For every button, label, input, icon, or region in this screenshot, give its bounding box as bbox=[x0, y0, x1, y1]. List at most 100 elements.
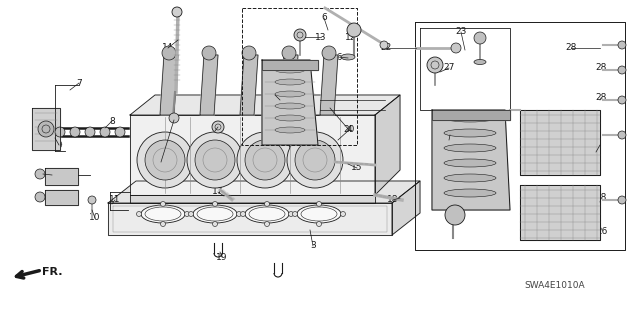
Circle shape bbox=[451, 43, 461, 53]
Circle shape bbox=[145, 140, 185, 180]
Text: 5: 5 bbox=[272, 91, 278, 100]
Polygon shape bbox=[160, 55, 178, 115]
Polygon shape bbox=[130, 95, 400, 115]
Text: 17: 17 bbox=[212, 188, 224, 197]
Circle shape bbox=[264, 221, 269, 226]
Ellipse shape bbox=[275, 79, 305, 85]
Circle shape bbox=[618, 66, 626, 74]
Polygon shape bbox=[375, 95, 400, 195]
Circle shape bbox=[242, 46, 256, 60]
Polygon shape bbox=[240, 55, 258, 115]
Circle shape bbox=[292, 211, 298, 217]
Ellipse shape bbox=[275, 91, 305, 97]
Circle shape bbox=[317, 221, 321, 226]
Polygon shape bbox=[130, 115, 375, 195]
Text: 24: 24 bbox=[444, 136, 454, 145]
Polygon shape bbox=[520, 185, 600, 240]
Text: 9: 9 bbox=[56, 140, 62, 150]
Text: 7: 7 bbox=[76, 78, 82, 87]
Ellipse shape bbox=[275, 127, 305, 133]
Circle shape bbox=[212, 121, 224, 133]
Ellipse shape bbox=[275, 67, 305, 73]
Text: 4: 4 bbox=[346, 125, 352, 135]
Circle shape bbox=[295, 140, 335, 180]
Circle shape bbox=[195, 140, 235, 180]
Text: 23: 23 bbox=[455, 27, 467, 36]
Ellipse shape bbox=[444, 189, 496, 197]
Ellipse shape bbox=[275, 103, 305, 109]
Ellipse shape bbox=[245, 205, 289, 223]
Text: 6: 6 bbox=[321, 13, 327, 23]
Ellipse shape bbox=[474, 60, 486, 64]
Ellipse shape bbox=[275, 115, 305, 121]
Ellipse shape bbox=[85, 127, 95, 137]
Polygon shape bbox=[200, 55, 218, 115]
Circle shape bbox=[317, 202, 321, 206]
Circle shape bbox=[237, 211, 241, 217]
Circle shape bbox=[294, 29, 306, 41]
Circle shape bbox=[172, 7, 182, 17]
Text: 11: 11 bbox=[109, 196, 121, 204]
Ellipse shape bbox=[193, 205, 237, 223]
Polygon shape bbox=[130, 195, 375, 203]
Ellipse shape bbox=[115, 127, 125, 137]
Circle shape bbox=[162, 46, 176, 60]
Text: 16: 16 bbox=[332, 53, 344, 62]
Circle shape bbox=[212, 221, 218, 226]
Circle shape bbox=[340, 211, 346, 217]
Text: 13: 13 bbox=[316, 33, 327, 41]
Polygon shape bbox=[45, 190, 78, 205]
Text: FR.: FR. bbox=[42, 267, 62, 277]
Text: 28: 28 bbox=[565, 43, 577, 53]
Circle shape bbox=[245, 140, 285, 180]
Text: 15: 15 bbox=[351, 164, 363, 173]
Text: 28: 28 bbox=[595, 93, 607, 102]
Ellipse shape bbox=[141, 205, 185, 223]
Ellipse shape bbox=[341, 54, 355, 60]
Ellipse shape bbox=[444, 174, 496, 182]
Text: 26: 26 bbox=[596, 226, 608, 235]
Circle shape bbox=[618, 196, 626, 204]
Polygon shape bbox=[320, 55, 338, 115]
Circle shape bbox=[137, 132, 193, 188]
Text: 19: 19 bbox=[216, 253, 228, 262]
Text: 25: 25 bbox=[590, 147, 602, 157]
Ellipse shape bbox=[444, 144, 496, 152]
Text: 1: 1 bbox=[158, 158, 164, 167]
Polygon shape bbox=[32, 108, 60, 150]
Text: SWA4E1010A: SWA4E1010A bbox=[525, 280, 586, 290]
Circle shape bbox=[287, 132, 343, 188]
Circle shape bbox=[347, 23, 361, 37]
Text: 27: 27 bbox=[444, 63, 454, 72]
Polygon shape bbox=[280, 55, 298, 115]
Circle shape bbox=[184, 211, 189, 217]
Polygon shape bbox=[262, 60, 318, 70]
Circle shape bbox=[161, 221, 166, 226]
Circle shape bbox=[380, 41, 388, 49]
Circle shape bbox=[237, 132, 293, 188]
Ellipse shape bbox=[297, 205, 341, 223]
Text: 28: 28 bbox=[595, 63, 607, 72]
Circle shape bbox=[282, 46, 296, 60]
Circle shape bbox=[88, 196, 96, 204]
Text: 8: 8 bbox=[109, 116, 115, 125]
Text: 14: 14 bbox=[163, 43, 173, 53]
Ellipse shape bbox=[444, 129, 496, 137]
Ellipse shape bbox=[70, 127, 80, 137]
Ellipse shape bbox=[100, 127, 110, 137]
Circle shape bbox=[136, 211, 141, 217]
Text: 21: 21 bbox=[46, 170, 58, 180]
Circle shape bbox=[618, 41, 626, 49]
Text: 3: 3 bbox=[310, 241, 316, 250]
Text: 10: 10 bbox=[89, 213, 100, 222]
Circle shape bbox=[35, 169, 45, 179]
Polygon shape bbox=[520, 110, 600, 175]
Circle shape bbox=[169, 113, 179, 123]
Circle shape bbox=[445, 205, 465, 225]
Text: 20: 20 bbox=[343, 125, 355, 135]
Circle shape bbox=[189, 211, 193, 217]
Polygon shape bbox=[392, 181, 420, 235]
Polygon shape bbox=[108, 203, 392, 235]
Circle shape bbox=[202, 46, 216, 60]
Text: 22: 22 bbox=[380, 43, 392, 53]
